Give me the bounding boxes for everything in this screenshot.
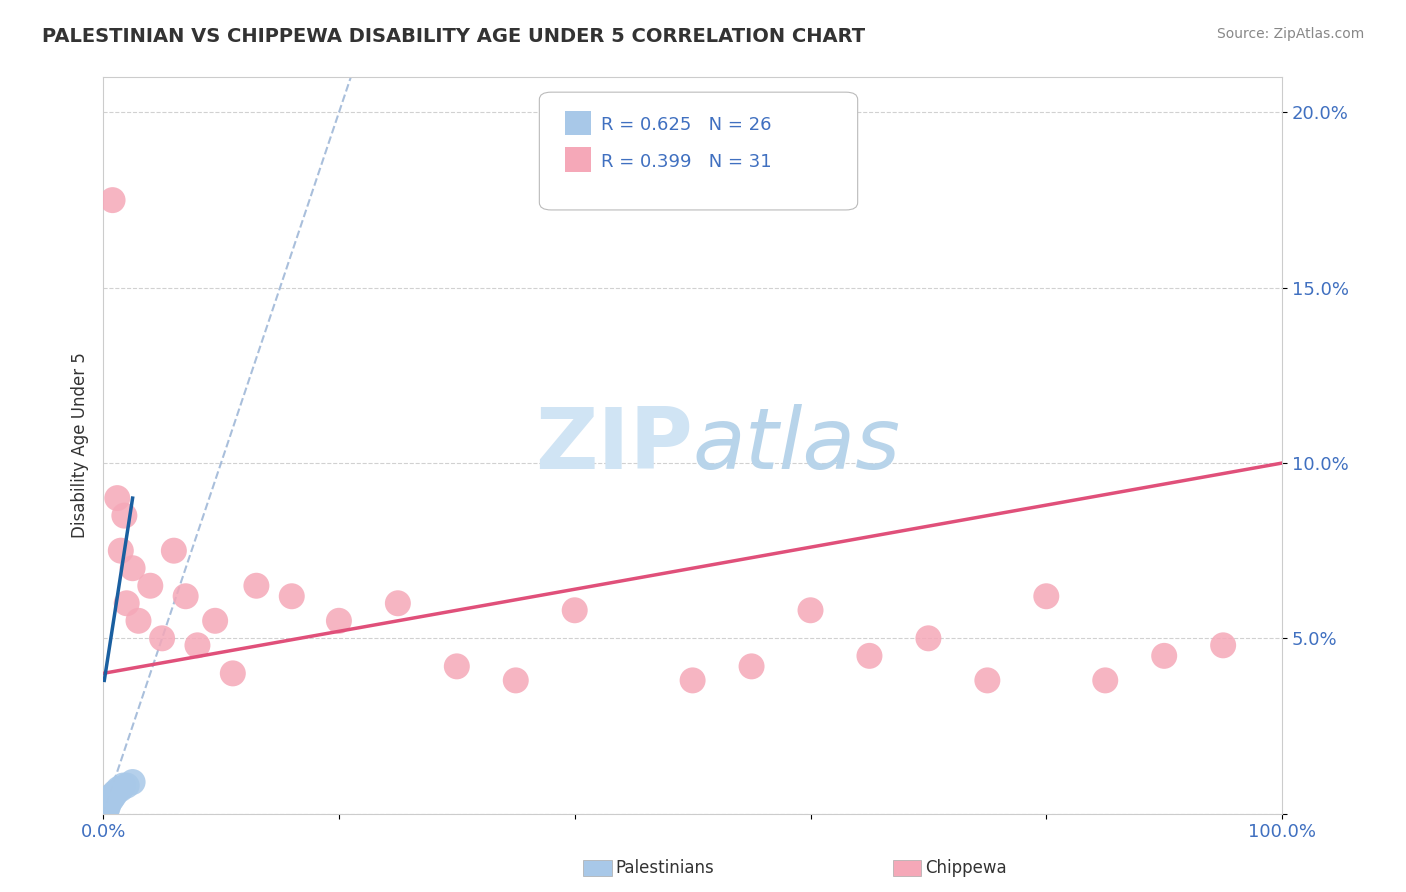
Point bbox=[505, 673, 527, 688]
Text: R = 0.399   N = 31: R = 0.399 N = 31 bbox=[600, 153, 772, 171]
Point bbox=[1094, 673, 1116, 688]
Point bbox=[93, 806, 115, 821]
Text: ZIP: ZIP bbox=[534, 404, 693, 487]
FancyBboxPatch shape bbox=[540, 92, 858, 210]
Point bbox=[917, 632, 939, 646]
Text: Palestinians: Palestinians bbox=[616, 859, 714, 877]
Point bbox=[121, 775, 143, 789]
Text: Source: ZipAtlas.com: Source: ZipAtlas.com bbox=[1216, 27, 1364, 41]
Point bbox=[163, 543, 186, 558]
Point bbox=[100, 789, 122, 803]
Point bbox=[174, 589, 197, 603]
Point bbox=[101, 789, 124, 803]
Point bbox=[105, 491, 128, 505]
Point bbox=[799, 603, 821, 617]
Point bbox=[1153, 648, 1175, 663]
Point bbox=[101, 193, 124, 207]
Point bbox=[93, 803, 115, 817]
Point bbox=[97, 796, 120, 810]
Point bbox=[139, 579, 162, 593]
Point bbox=[121, 561, 143, 575]
Point bbox=[94, 799, 117, 814]
Point bbox=[150, 632, 173, 646]
Text: atlas: atlas bbox=[693, 404, 901, 487]
Point bbox=[98, 792, 121, 806]
Point bbox=[682, 673, 704, 688]
Point bbox=[281, 589, 304, 603]
Point bbox=[741, 659, 763, 673]
Point bbox=[94, 806, 117, 821]
Text: PALESTINIAN VS CHIPPEWA DISABILITY AGE UNDER 5 CORRELATION CHART: PALESTINIAN VS CHIPPEWA DISABILITY AGE U… bbox=[42, 27, 865, 45]
Point bbox=[328, 614, 350, 628]
Point bbox=[100, 792, 122, 806]
Point bbox=[976, 673, 998, 688]
Point bbox=[94, 806, 117, 821]
Bar bbox=[565, 111, 591, 135]
Point bbox=[94, 803, 117, 817]
Point bbox=[1212, 638, 1234, 652]
Point bbox=[96, 799, 118, 814]
Text: R = 0.625   N = 26: R = 0.625 N = 26 bbox=[600, 116, 770, 135]
Point bbox=[96, 796, 118, 810]
Point bbox=[245, 579, 267, 593]
Point bbox=[222, 666, 245, 681]
Text: Chippewa: Chippewa bbox=[925, 859, 1007, 877]
Point bbox=[96, 803, 118, 817]
Point bbox=[112, 508, 135, 523]
Point bbox=[564, 603, 586, 617]
Point bbox=[98, 792, 121, 806]
Point bbox=[115, 779, 138, 793]
Point bbox=[97, 799, 120, 814]
Point bbox=[128, 614, 150, 628]
Point bbox=[93, 806, 115, 821]
Bar bbox=[565, 147, 591, 171]
Point bbox=[858, 648, 880, 663]
Point bbox=[115, 596, 138, 610]
Point bbox=[110, 782, 132, 797]
Point bbox=[186, 638, 208, 652]
Point bbox=[107, 782, 129, 797]
Point bbox=[110, 543, 132, 558]
Point bbox=[104, 786, 127, 800]
Point bbox=[446, 659, 468, 673]
Point bbox=[204, 614, 226, 628]
Point bbox=[105, 786, 128, 800]
Point bbox=[112, 779, 135, 793]
Point bbox=[387, 596, 409, 610]
Point bbox=[1035, 589, 1057, 603]
Y-axis label: Disability Age Under 5: Disability Age Under 5 bbox=[72, 352, 89, 539]
Point bbox=[98, 796, 121, 810]
Point bbox=[103, 789, 125, 803]
